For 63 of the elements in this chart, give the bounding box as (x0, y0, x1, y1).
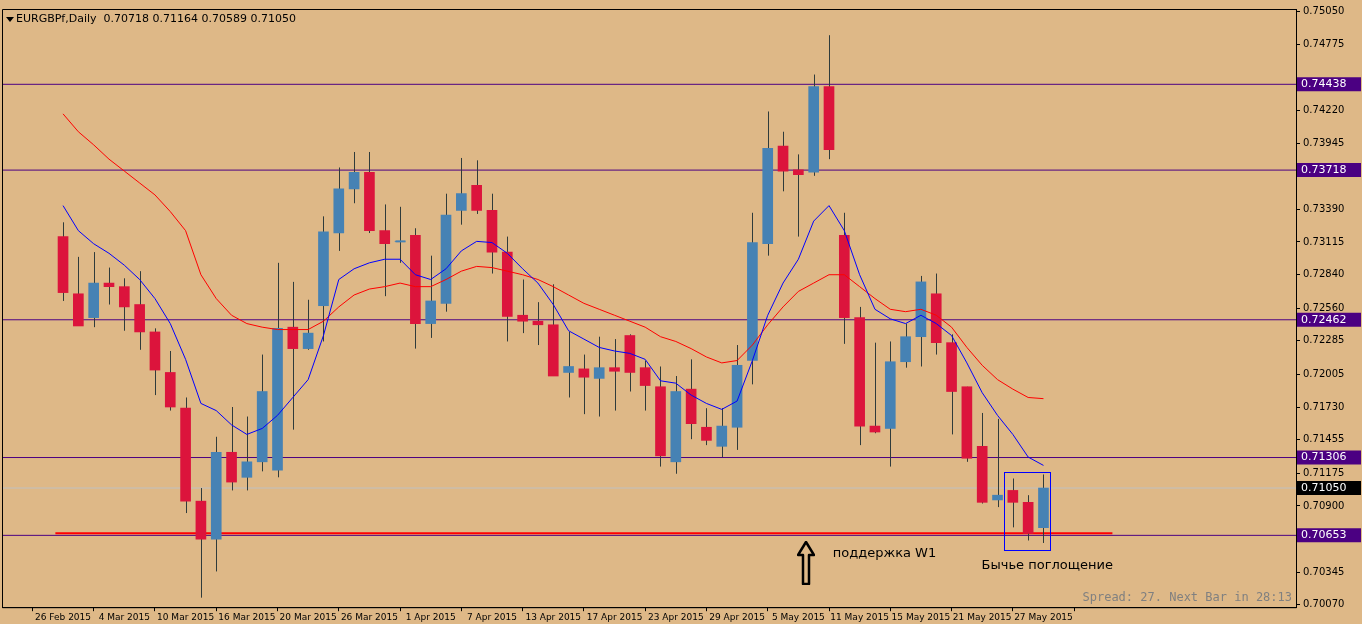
candlestick (302, 299, 314, 351)
x-tick-label: 26 Feb 2015 (35, 611, 92, 622)
ref-line-label: 0.74438 (1301, 77, 1347, 91)
x-tick-label: 23 Apr 2015 (647, 611, 704, 622)
y-tick-label: 0.74220 (1303, 103, 1345, 115)
ref-line-label: 0.70653 (1301, 528, 1347, 542)
y-tick-label: 0.71455 (1303, 433, 1345, 445)
annotation: Бычье поглощение (981, 557, 1113, 573)
y-tick-label: 0.70900 (1303, 499, 1345, 511)
x-tick-label: 26 Mar 2015 (340, 611, 398, 622)
x-tick-label: 11 May 2015 (830, 611, 889, 622)
candlestick (456, 157, 467, 226)
x-tick-label: 10 Mar 2015 (157, 611, 215, 622)
ref-line-label: 0.71306 (1301, 450, 1347, 464)
y-tick-label: 0.71175 (1303, 466, 1345, 478)
ref-line-label: 0.72462 (1301, 312, 1347, 326)
x-tick-label: 7 Apr 2015 (467, 611, 517, 622)
y-tick-label: 0.74775 (1303, 37, 1345, 49)
text: Spread: 27. Next Bar in 28:13 (1082, 590, 1292, 605)
candlestick (241, 416, 253, 491)
x-tick-label: 21 May 2015 (952, 611, 1012, 622)
candlestick (563, 331, 574, 398)
x-tick-label: 17 Apr 2015 (586, 611, 643, 622)
x-tick-label: 4 Mar 2015 (98, 611, 150, 622)
candlestick (716, 407, 728, 458)
candlestick (394, 206, 407, 264)
y-tick-label: 0.72840 (1303, 268, 1345, 280)
candlestick (609, 338, 620, 412)
y-tick-label: 0.75050 (1303, 4, 1345, 16)
candlestick (793, 153, 804, 238)
candlestick (517, 279, 528, 334)
x-tick-label: 13 Apr 2015 (525, 611, 582, 622)
candlestick (701, 407, 712, 446)
ref-line-label: 0.71050 (1301, 480, 1347, 494)
x-tick-label: 15 May 2015 (891, 611, 951, 622)
y-tick-label: 0.70345 (1303, 565, 1345, 577)
chart-title: EURGBPf,Daily 0.70718 0.71164 0.70589 0.71050 (16, 12, 296, 26)
candlestick (118, 277, 130, 332)
candlestick (578, 354, 590, 415)
y-tick-label: 0.73390 (1303, 202, 1345, 214)
x-tick-label: 29 Apr 2015 (709, 611, 765, 622)
y-tick-label: 0.72285 (1303, 334, 1345, 346)
ref-line-label: 0.73718 (1301, 162, 1347, 176)
candlestick (992, 418, 1003, 508)
candlestick (348, 151, 360, 204)
y-tick-label: 0.72560 (1303, 301, 1345, 313)
x-tick-label: 16 Mar 2015 (218, 611, 276, 622)
y-tick-label: 0.71730 (1303, 400, 1345, 412)
x-tick-label: 27 May 2015 (1014, 611, 1073, 622)
y-tick-label: 0.72005 (1303, 367, 1345, 379)
candlestick (639, 360, 651, 412)
x-tick-label: 1 Apr 2015 (405, 611, 456, 622)
y-tick-label: 0.73115 (1303, 235, 1345, 247)
candlestick (425, 255, 437, 339)
y-tick-label: 0.70070 (1303, 598, 1345, 610)
candlestick (379, 203, 391, 297)
annotation: поддержка W1 (832, 545, 937, 561)
candlestick (593, 336, 605, 418)
x-tick-label: 20 Mar 2015 (279, 611, 337, 622)
y-tick-label: 0.73945 (1303, 136, 1345, 148)
candlestick (1007, 478, 1019, 528)
candlestick (287, 281, 299, 431)
x-tick-label: 5 May 2015 (771, 611, 825, 622)
